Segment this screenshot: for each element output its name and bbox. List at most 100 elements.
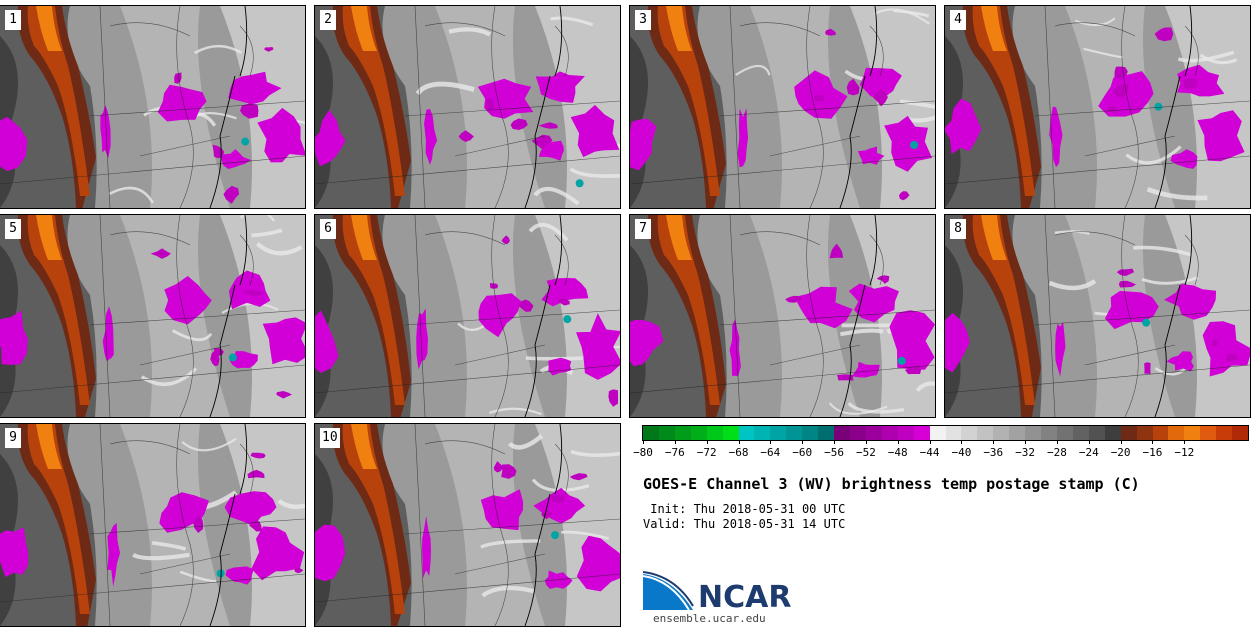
colorbar-cell	[913, 426, 930, 440]
colorbar-tick	[1088, 440, 1090, 444]
colorbar-cell	[722, 426, 739, 440]
colorbar-cell	[1041, 426, 1057, 440]
colorbar-cell	[834, 426, 850, 440]
panel-number-label: 9	[5, 428, 21, 448]
water-vapor-map	[630, 6, 935, 208]
colorbar-cell	[1056, 426, 1073, 440]
colorbar-tick-label: −60	[792, 446, 813, 459]
colorbar-tick	[1056, 440, 1058, 444]
water-vapor-map	[315, 215, 620, 417]
colorbar-cell	[1025, 426, 1042, 440]
water-vapor-map	[945, 6, 1250, 208]
colorbar-tick-label: −44	[919, 446, 940, 459]
postage-stamp-panel: 8	[944, 214, 1251, 418]
panel-number-label: 7	[635, 219, 651, 239]
colorbar-tick	[834, 440, 836, 444]
colorbar-tick	[993, 440, 995, 444]
colorbar-cell	[1072, 426, 1089, 440]
colorbar-tick-label: −80	[633, 446, 653, 459]
colorbar-tick	[706, 440, 708, 444]
init-time: Init: Thu 2018-05-31 00 UTC	[643, 502, 846, 516]
colorbar-cell	[1009, 426, 1026, 440]
colorbar-cell	[1184, 426, 1201, 440]
colorbar-cell	[690, 426, 707, 440]
postage-stamp-panel: 9	[0, 423, 306, 627]
postage-stamp-panel: 7	[629, 214, 936, 418]
water-vapor-map	[0, 215, 305, 417]
colorbar-cell	[770, 426, 787, 440]
postage-stamp-panel: 4	[944, 5, 1251, 209]
colorbar-cell	[1168, 426, 1185, 440]
colorbar-tick-label: −56	[824, 446, 844, 459]
colorbar-cell	[1120, 426, 1137, 440]
colorbar-tick-label: −68	[728, 446, 749, 459]
colorbar-cell	[849, 426, 866, 440]
colorbar-ticks: −80 −76 −72 −68 −64 −60 −56 −52 −48 −44 −40 −36 −32 −…	[633, 440, 1248, 460]
colorbar-cell	[897, 426, 914, 440]
water-vapor-map	[0, 6, 305, 208]
colorbar-cell	[1152, 426, 1169, 440]
water-vapor-map	[315, 424, 620, 626]
postage-stamp-panel: 1	[0, 5, 306, 209]
colorbar-cell	[1104, 426, 1121, 440]
panel-number-label: 6	[320, 219, 336, 239]
colorbar-tick	[674, 440, 676, 444]
colorbar-cell	[961, 426, 978, 440]
postage-stamp-panel: 10	[314, 423, 621, 627]
colorbar-tick-label: −24	[1078, 446, 1099, 459]
colorbar-tick-label: −12	[1174, 446, 1195, 459]
colorbar-tick	[643, 440, 644, 444]
colorbar-tick-label: −48	[887, 446, 908, 459]
postage-stamp-panel: 2	[314, 5, 621, 209]
colorbar-tick-label: −52	[855, 446, 876, 459]
colorbar-cell	[754, 426, 771, 440]
colorbar-cell	[1136, 426, 1153, 440]
colorbar-tick-label: −36	[983, 446, 1004, 459]
colorbar-cell	[643, 426, 659, 440]
colorbar-tick	[802, 440, 804, 444]
colorbar-cell	[993, 426, 1010, 440]
postage-stamp-panel: 3	[629, 5, 936, 209]
logo-url: ensemble.ucar.edu	[653, 612, 766, 625]
colorbar-tick-label: −32	[1015, 446, 1036, 459]
colorbar-cell	[738, 426, 755, 440]
colorbar-tick-label: −16	[1142, 446, 1163, 459]
postage-stamp-panel: 6	[314, 214, 621, 418]
panel-number-label: 10	[320, 428, 340, 448]
postage-stamp-panel: 5	[0, 214, 306, 418]
colorbar-tick	[1120, 440, 1122, 444]
panel-number-label: 3	[635, 10, 651, 30]
colorbar-tick	[1184, 440, 1186, 444]
colorbar-tick	[738, 440, 740, 444]
water-vapor-map	[630, 215, 935, 417]
figure-title: GOES-E Channel 3 (WV) brightness temp po…	[643, 475, 1140, 493]
panel-number-label: 5	[5, 219, 21, 239]
colorbar-cell	[929, 426, 946, 440]
colorbar-tick-label: −20	[1110, 446, 1131, 459]
colorbar-tick-label: −64	[760, 446, 781, 459]
colorbar-cell	[818, 426, 835, 440]
colorbar-cell	[802, 426, 819, 440]
colorbar-cell	[1088, 426, 1105, 440]
colorbar-tick-label: −72	[696, 446, 717, 459]
water-vapor-map	[945, 215, 1250, 417]
colorbar-cell	[706, 426, 723, 440]
colorbar-cell	[977, 426, 994, 440]
panel-number-label: 2	[320, 10, 336, 30]
colorbar-tick	[929, 440, 931, 444]
panel-number-label: 8	[950, 219, 966, 239]
colorbar-tick-label: −76	[664, 446, 685, 459]
colorbar-cell	[674, 426, 691, 440]
colorbar-tick	[897, 440, 899, 444]
colorbar-tick	[1025, 440, 1027, 444]
logo-wordmark: NCAR	[698, 580, 792, 615]
colorbar-cell	[1216, 426, 1233, 440]
colorbar-tick-label: −40	[951, 446, 972, 459]
colorbar-tick	[770, 440, 772, 444]
colorbar-cell	[1232, 426, 1249, 440]
colorbar-tick	[961, 440, 963, 444]
colorbar-cell	[865, 426, 882, 440]
colorbar-cell	[881, 426, 898, 440]
water-vapor-map	[0, 424, 305, 626]
panel-number-label: 4	[950, 10, 966, 30]
